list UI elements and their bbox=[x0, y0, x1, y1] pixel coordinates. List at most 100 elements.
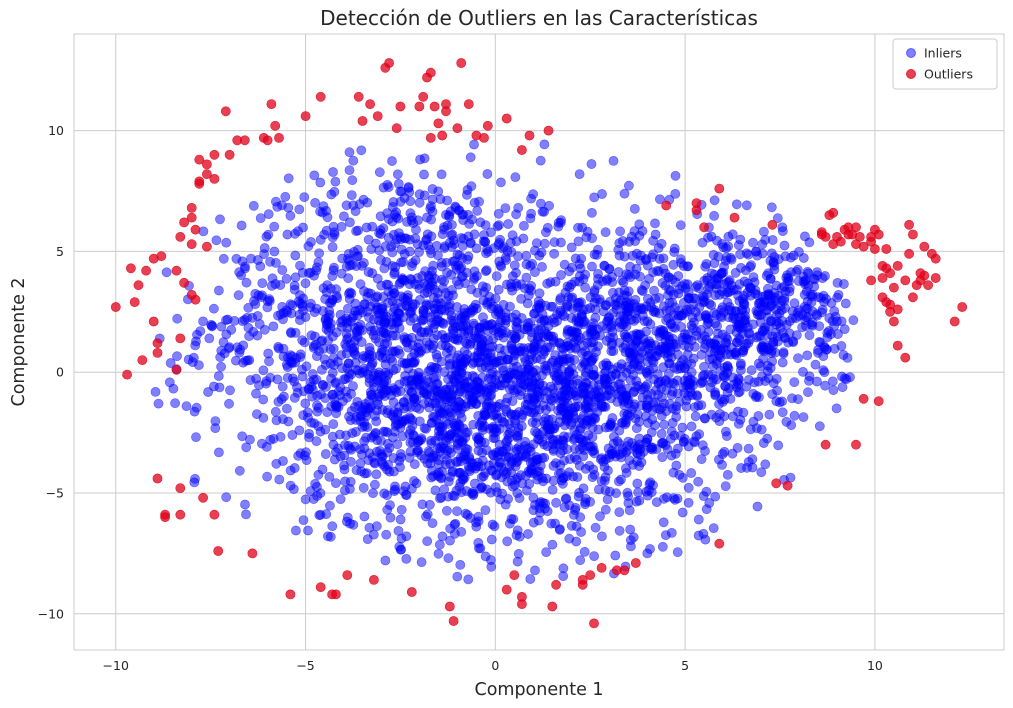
inlier-point bbox=[767, 389, 778, 399]
inlier-point bbox=[643, 418, 653, 428]
inlier-point bbox=[361, 352, 372, 362]
inlier-point bbox=[657, 438, 668, 448]
inlier-point bbox=[233, 290, 244, 301]
inlier-point bbox=[575, 263, 586, 274]
outlier-point bbox=[930, 253, 941, 264]
inlier-point bbox=[709, 338, 720, 349]
inlier-point bbox=[458, 209, 469, 220]
inlier-point bbox=[364, 396, 374, 407]
inlier-point bbox=[486, 401, 497, 412]
outlier-point bbox=[729, 212, 740, 223]
inlier-point bbox=[432, 352, 443, 363]
inlier-point bbox=[658, 517, 669, 528]
outlier-point bbox=[919, 241, 930, 252]
y-tick-label: 0 bbox=[56, 365, 64, 380]
outlier-point bbox=[418, 91, 429, 102]
outlier-point bbox=[285, 589, 296, 600]
inlier-point bbox=[476, 343, 487, 354]
inlier-point bbox=[607, 413, 618, 423]
outlier-point bbox=[699, 222, 709, 233]
outlier-point bbox=[414, 101, 425, 112]
inlier-point bbox=[690, 307, 701, 317]
inlier-point bbox=[191, 432, 201, 442]
legend-marker-inliers bbox=[906, 48, 916, 58]
inlier-point bbox=[761, 270, 772, 281]
outlier-point bbox=[873, 396, 884, 407]
inlier-point bbox=[261, 376, 272, 386]
inlier-point bbox=[557, 365, 567, 376]
inlier-point bbox=[548, 355, 559, 366]
outlier-point bbox=[479, 132, 489, 143]
inlier-point bbox=[380, 426, 391, 437]
inlier-point bbox=[504, 427, 515, 438]
inlier-point bbox=[390, 238, 400, 249]
inlier-point bbox=[631, 376, 642, 386]
inlier-point bbox=[494, 343, 505, 354]
inlier-point bbox=[576, 527, 586, 537]
inlier-point bbox=[294, 425, 305, 436]
inlier-point bbox=[794, 246, 804, 257]
outlier-point bbox=[186, 239, 197, 250]
inlier-point bbox=[283, 173, 294, 184]
inlier-point bbox=[832, 292, 843, 303]
inlier-point bbox=[754, 298, 765, 308]
inlier-point bbox=[330, 399, 340, 410]
outlier-point bbox=[691, 198, 702, 208]
inlier-point bbox=[715, 311, 726, 321]
inlier-point bbox=[528, 517, 539, 528]
inlier-point bbox=[773, 440, 784, 451]
inlier-point bbox=[707, 370, 717, 380]
inlier-point bbox=[675, 430, 686, 441]
y-tick-label: 10 bbox=[48, 123, 64, 138]
inlier-point bbox=[302, 407, 313, 418]
inlier-point bbox=[590, 330, 601, 341]
inlier-point bbox=[642, 402, 653, 413]
inlier-point bbox=[375, 326, 386, 337]
inlier-point bbox=[616, 474, 626, 485]
inlier-point bbox=[619, 188, 630, 199]
inlier-point bbox=[559, 502, 570, 513]
inlier-point bbox=[315, 206, 325, 217]
inlier-point bbox=[397, 416, 408, 427]
outlier-point bbox=[444, 601, 455, 612]
inlier-point bbox=[606, 322, 616, 333]
inlier-point bbox=[258, 365, 269, 376]
inlier-point bbox=[671, 460, 682, 471]
inlier-point bbox=[582, 304, 592, 314]
inlier-point bbox=[599, 376, 610, 386]
outlier-point bbox=[179, 277, 189, 288]
outlier-point bbox=[190, 224, 201, 235]
inlier-point bbox=[493, 208, 504, 219]
inlier-point bbox=[374, 228, 384, 238]
inlier-point bbox=[234, 465, 245, 476]
inlier-point bbox=[777, 396, 787, 407]
inlier-point bbox=[211, 235, 222, 246]
inlier-point bbox=[436, 257, 447, 268]
inlier-point bbox=[445, 206, 456, 217]
x-tick-label: 0 bbox=[491, 658, 499, 673]
inlier-point bbox=[573, 236, 584, 247]
inlier-point bbox=[428, 340, 439, 351]
outlier-point bbox=[930, 273, 941, 283]
inlier-point bbox=[183, 354, 194, 365]
inlier-point bbox=[764, 409, 775, 420]
inlier-point bbox=[213, 371, 224, 381]
outlier-point bbox=[425, 132, 436, 143]
outlier-point bbox=[152, 473, 163, 484]
inlier-point bbox=[708, 523, 719, 533]
inlier-point bbox=[804, 330, 815, 341]
inlier-point bbox=[225, 385, 235, 396]
outlier-point bbox=[851, 439, 861, 450]
inlier-point bbox=[309, 270, 319, 281]
inlier-point bbox=[394, 541, 405, 552]
inlier-point bbox=[711, 358, 722, 369]
inlier-point bbox=[467, 214, 477, 225]
inlier-point bbox=[278, 307, 289, 318]
inlier-point bbox=[618, 236, 628, 246]
inlier-point bbox=[311, 303, 322, 314]
inlier-point bbox=[404, 234, 415, 245]
inlier-point bbox=[321, 381, 331, 392]
inlier-point bbox=[495, 177, 506, 188]
outlier-point bbox=[194, 176, 205, 187]
inlier-point bbox=[485, 391, 495, 402]
